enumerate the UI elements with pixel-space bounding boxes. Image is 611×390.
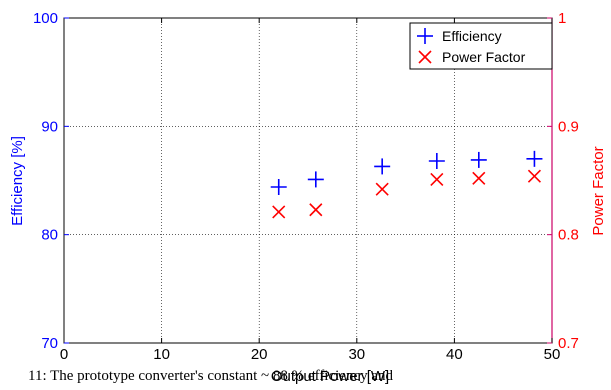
power-factor-point <box>375 182 389 196</box>
x-diag-2 <box>527 169 541 183</box>
axis-ticks: 0 10 20 30 40 50 70 80 90 100 0.7 0.8 0.9 1 <box>33 10 579 363</box>
x-diag-2 <box>309 203 323 217</box>
x-tick-label: 40 <box>446 346 463 363</box>
x-tick-label: 30 <box>348 346 365 363</box>
y-left-tick-label: 70 <box>41 335 58 352</box>
y-left-tick-label: 80 <box>41 227 58 244</box>
y-right-tick-label: 1 <box>558 10 566 27</box>
data-marks <box>270 150 543 219</box>
legend-label-efficiency: Efficiency <box>442 28 502 44</box>
x-tick-label: 20 <box>251 346 268 363</box>
y-axis-left-title: Efficiency [%] <box>9 136 26 226</box>
efficiency-point <box>526 150 543 167</box>
efficiency-point <box>374 158 391 175</box>
grid-lines <box>64 18 552 343</box>
legend-label-power-factor: Power Factor <box>442 49 526 65</box>
power-factor-point <box>527 169 541 183</box>
legend-marker-power-factor <box>418 50 432 64</box>
x-axis-title: Output Power [W] <box>271 368 389 385</box>
x-tick-label: 0 <box>60 346 68 363</box>
power-factor-point <box>272 205 286 219</box>
x-tick-label: 10 <box>153 346 170 363</box>
y-left-tick-label: 90 <box>41 118 58 135</box>
x-diag-2 <box>375 182 389 196</box>
y-right-tick-label: 0.8 <box>558 227 579 244</box>
power-factor-point <box>309 203 323 217</box>
y-axis-right-title: Power Factor <box>590 146 607 235</box>
legend: Efficiency Power Factor <box>409 22 553 70</box>
y-right-tick-label: 0.7 <box>558 335 579 352</box>
x-diag-2 <box>272 205 286 219</box>
efficiency-point <box>428 153 445 169</box>
x-diag-2 <box>430 172 444 186</box>
y-right-tick-label: 0.9 <box>558 118 579 135</box>
efficiency-point <box>270 179 287 195</box>
x-tick-label: 50 <box>544 346 561 363</box>
y-left-tick-label: 100 <box>33 10 58 27</box>
legend-box <box>409 22 553 70</box>
power-factor-point <box>472 171 486 185</box>
efficiency-point <box>470 151 487 168</box>
power-factor-point <box>430 172 444 186</box>
x-diag-2 <box>472 171 486 185</box>
figure-caption: 11: The prototype converter's constant ~… <box>28 368 394 384</box>
legend-marker-efficiency <box>417 28 433 44</box>
efficiency-point <box>307 171 324 188</box>
